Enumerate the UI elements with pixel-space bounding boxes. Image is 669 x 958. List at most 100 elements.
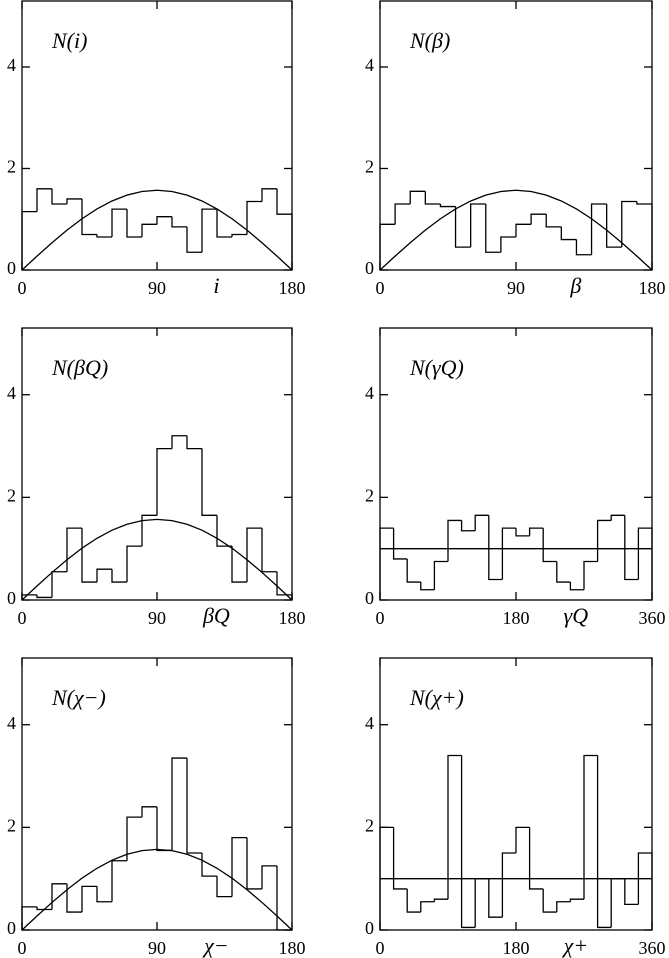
histogram-bin: [231, 233, 247, 238]
histogram-bin: [460, 755, 476, 929]
histogram-bin: [21, 594, 37, 600]
histogram-bin: [186, 435, 202, 450]
panel-title: N(γQ): [409, 355, 464, 380]
histogram-bin: [433, 560, 448, 590]
histogram-bin: [501, 527, 516, 580]
panel-title: N(β): [409, 28, 450, 53]
histogram-bin: [447, 519, 462, 562]
histogram-bin: [488, 515, 503, 581]
histogram-bin: [530, 213, 547, 225]
histogram-bin: [515, 826, 530, 854]
histogram-bin: [126, 545, 142, 583]
histogram-bin: [171, 435, 187, 449]
x-axis-label: χ+: [562, 933, 589, 958]
histogram-bin: [515, 223, 532, 238]
histogram-bin: [515, 528, 530, 537]
histogram-bin: [231, 836, 247, 897]
histogram-bin: [81, 528, 97, 583]
histogram-bin: [528, 827, 544, 890]
histogram-bin: [126, 816, 142, 861]
histogram-bin: [624, 878, 639, 905]
histogram-bin: [596, 519, 612, 562]
histogram-bin: [379, 826, 394, 930]
histogram-bin: [171, 757, 187, 851]
x-tick-label: 180: [279, 608, 306, 628]
panel-title: N(i): [51, 28, 87, 53]
y-tick-label: 2: [7, 157, 16, 177]
histogram-bin: [406, 558, 421, 583]
panel-title: N(χ−): [51, 685, 106, 710]
y-tick-label: 0: [7, 258, 16, 278]
histogram-bin: [583, 560, 598, 590]
histogram-bin: [246, 527, 262, 583]
histogram-bin: [394, 203, 411, 225]
histogram-bin: [406, 888, 421, 913]
y-tick-label: 2: [7, 815, 16, 835]
histogram-bin: [201, 208, 217, 253]
histogram-bin: [569, 582, 584, 591]
histogram-bin: [454, 206, 471, 248]
y-tick-label: 4: [365, 55, 374, 75]
histogram-bin: [596, 755, 612, 929]
histogram-bin: [216, 515, 232, 547]
histogram-bin: [96, 886, 112, 903]
histogram-bin: [637, 527, 653, 600]
x-tick-label: 0: [376, 608, 385, 628]
histogram-bin: [141, 806, 157, 818]
histogram-bin: [246, 837, 262, 890]
histogram-bin: [156, 447, 172, 516]
x-tick-label: 180: [279, 278, 306, 298]
histogram-bin: [439, 204, 456, 208]
histogram-bin: [261, 528, 277, 573]
y-tick-label: 0: [365, 918, 374, 938]
x-axis-label: βQ: [202, 603, 230, 628]
histogram-bin: [276, 571, 293, 600]
reference-curve: [21, 848, 293, 931]
x-tick-label: 180: [279, 938, 306, 958]
histogram-bin: [111, 860, 127, 902]
x-tick-label: 0: [18, 608, 27, 628]
histogram-bin: [21, 210, 37, 270]
histogram-bin: [156, 216, 172, 225]
y-tick-label: 4: [7, 55, 16, 75]
histogram-bin: [111, 208, 127, 238]
histogram-bin: [81, 198, 97, 236]
histogram-bin: [36, 188, 52, 212]
histogram-bin: [111, 569, 127, 583]
histogram-bin: [261, 865, 277, 889]
y-tick-label: 2: [7, 485, 16, 505]
histogram-bin: [624, 515, 639, 581]
y-tick-label: 0: [365, 588, 374, 608]
y-tick-label: 0: [7, 918, 16, 938]
histogram-bin: [470, 203, 486, 248]
x-tick-label: 90: [148, 938, 166, 958]
histogram-bin: [186, 758, 202, 854]
y-tick-label: 2: [365, 157, 374, 177]
histogram-bin: [246, 200, 262, 235]
histogram-bin: [379, 223, 396, 270]
histogram-bin: [141, 514, 157, 547]
histogram-bin: [216, 209, 232, 238]
histogram-bin: [96, 234, 112, 238]
panel-title: N(βQ): [51, 355, 108, 380]
histogram-bin: [21, 906, 37, 930]
histogram-bin: [379, 527, 394, 600]
histogram-bin: [560, 226, 577, 241]
histogram-bin: [569, 898, 584, 902]
histogram-bin: [36, 906, 52, 911]
histogram-bin: [392, 827, 408, 890]
histogram-bin: [433, 898, 448, 902]
histogram-bin: [51, 188, 67, 205]
x-tick-label: 180: [639, 278, 666, 298]
histogram-bin: [126, 209, 142, 238]
histogram-bin: [201, 448, 217, 516]
histogram-bin: [488, 878, 503, 918]
histogram-bin: [392, 528, 408, 560]
histogram-bin: [66, 883, 82, 913]
histogram-bin: [637, 852, 653, 930]
histogram-bin: [81, 885, 97, 913]
histogram-bin: [610, 878, 625, 928]
histogram-bin: [542, 888, 557, 913]
